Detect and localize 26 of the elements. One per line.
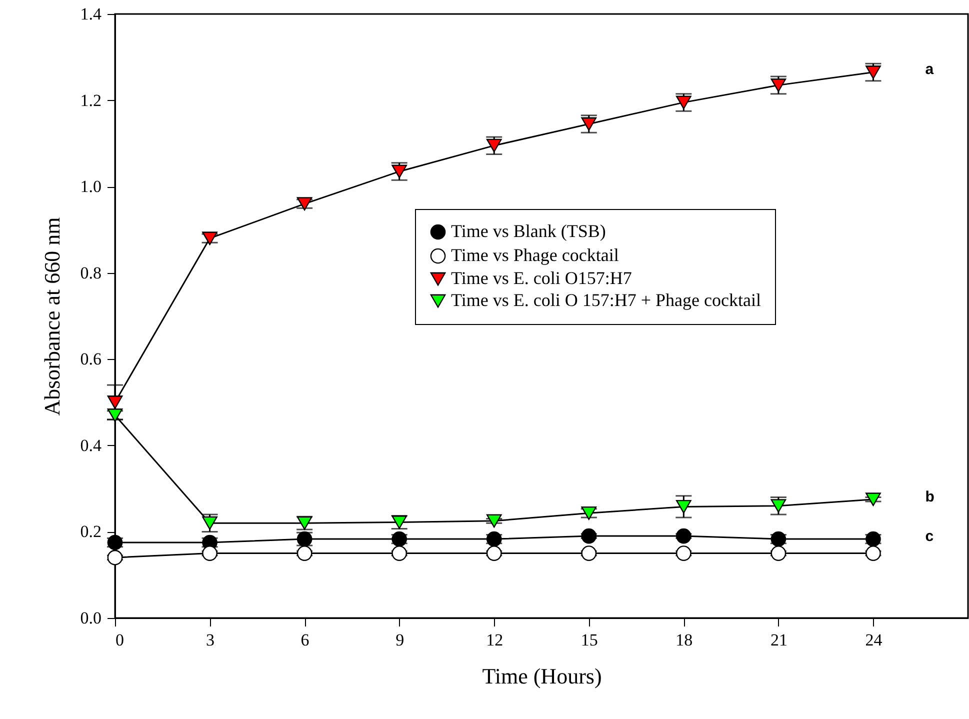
y-tick-label: 0.0: [80, 608, 102, 628]
y-tick-label: 1.2: [80, 90, 102, 110]
y-tick-label: 0.4: [80, 436, 102, 455]
legend-label: Time vs Phage cocktail: [451, 245, 619, 265]
legend-label: Time vs Blank (TSB): [451, 221, 606, 241]
annotation: b: [925, 488, 934, 506]
x-tick-label: 9: [396, 630, 404, 650]
y-tick-label: 0.8: [80, 263, 102, 282]
x-tick-label: 0: [116, 630, 124, 650]
legend-label: Time vs E. coli O157:H7: [451, 268, 632, 288]
x-tick-label: 18: [676, 630, 693, 650]
y-tick-label: 1.0: [80, 177, 102, 196]
annotation: a: [925, 61, 934, 78]
x-tick-label: 15: [580, 630, 598, 650]
y-tick-label: 0.2: [80, 522, 102, 542]
y-axis-title: Absorbance at 660 nm: [39, 217, 64, 416]
legend-label: Time vs E. coli O 157:H7 + Phage cocktail: [451, 290, 761, 310]
x-tick-label: 24: [865, 630, 883, 650]
y-tick-label: 0.6: [80, 350, 102, 369]
x-tick-label: 6: [300, 630, 310, 650]
x-tick-label: 21: [770, 630, 788, 650]
y-tick-label: 1.4: [80, 4, 102, 24]
x-axis-title: Time (Hours): [482, 664, 602, 688]
annotation: c: [925, 528, 934, 546]
x-tick-label: 12: [486, 630, 504, 650]
x-tick-label: 3: [206, 630, 215, 650]
